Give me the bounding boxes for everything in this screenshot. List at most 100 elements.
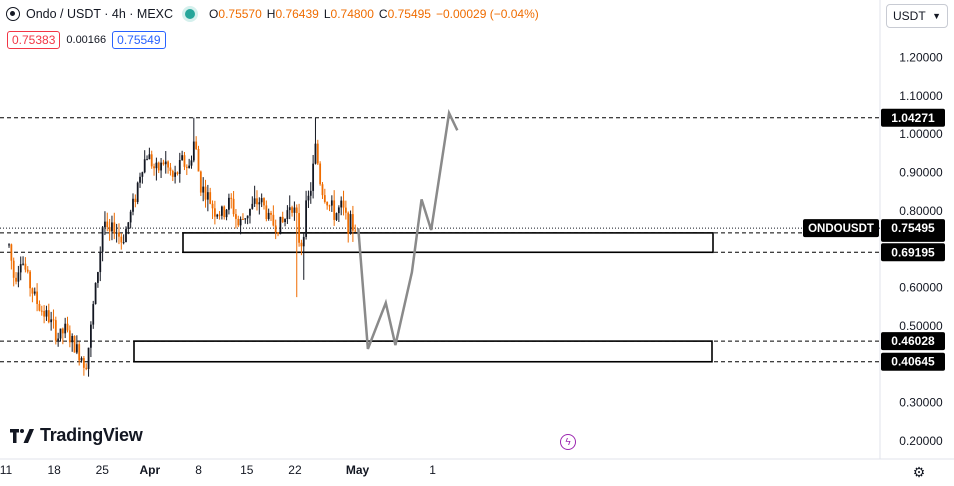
level-price-label: 0.46028 bbox=[891, 334, 935, 348]
candle-body bbox=[316, 143, 319, 164]
candle-body bbox=[136, 182, 139, 203]
candle-body bbox=[218, 214, 221, 216]
candle-body bbox=[89, 324, 92, 348]
projection-path[interactable] bbox=[357, 108, 459, 350]
candle-body bbox=[265, 205, 268, 220]
candle-body bbox=[171, 170, 174, 177]
candle-body bbox=[249, 208, 251, 216]
candle-body bbox=[232, 198, 235, 215]
candle-body bbox=[92, 304, 95, 325]
candle-body bbox=[75, 344, 78, 353]
candle-body bbox=[230, 197, 233, 199]
level-price-label-bg bbox=[881, 243, 945, 262]
candle-body bbox=[206, 192, 209, 200]
candle-body bbox=[277, 232, 279, 235]
candle-body bbox=[263, 198, 265, 206]
candle-body bbox=[94, 282, 97, 305]
buy-price-box[interactable]: 0.75549 bbox=[112, 31, 166, 49]
zone-rect[interactable] bbox=[133, 340, 713, 363]
candle-body bbox=[213, 208, 216, 217]
x-tick-label: 1 bbox=[429, 463, 436, 477]
candle-body bbox=[309, 190, 312, 196]
candle-body bbox=[209, 192, 212, 204]
candle-body bbox=[244, 218, 247, 220]
zone-rect[interactable] bbox=[182, 232, 714, 254]
chevron-down-icon: ▼ bbox=[932, 11, 941, 21]
candle-body bbox=[80, 358, 83, 361]
candle-body bbox=[256, 198, 258, 205]
symbol-tag: ONDOUSDT bbox=[808, 223, 874, 235]
candle-body bbox=[330, 200, 333, 206]
candle-body bbox=[347, 212, 350, 234]
candle-body bbox=[314, 143, 317, 164]
spread-value: 0.00166 bbox=[66, 34, 107, 46]
currency-select-value: USDT bbox=[893, 9, 926, 23]
candle-body bbox=[216, 214, 219, 217]
candle-body bbox=[349, 214, 352, 234]
candle-body bbox=[122, 242, 125, 244]
level-price-label: 1.04271 bbox=[891, 111, 935, 125]
candle-body bbox=[223, 206, 226, 218]
candle-body bbox=[326, 201, 329, 206]
candle-body bbox=[160, 162, 162, 171]
y-tick-label: 0.50000 bbox=[899, 319, 943, 333]
candle-body bbox=[199, 171, 202, 193]
candle-body bbox=[300, 242, 303, 247]
candle-body bbox=[295, 207, 298, 214]
candle-body bbox=[111, 222, 113, 232]
candle-body bbox=[174, 172, 177, 177]
candle-body bbox=[24, 263, 27, 270]
candle-body bbox=[57, 338, 60, 341]
sell-price-box[interactable]: 0.75383 bbox=[7, 31, 61, 49]
candle-body bbox=[195, 141, 198, 149]
y-tick-label: 0.80000 bbox=[899, 204, 943, 218]
gear-icon[interactable]: ⚙ bbox=[912, 463, 926, 480]
currency-select[interactable]: USDT ▼ bbox=[886, 4, 948, 28]
candle-body bbox=[26, 269, 29, 272]
level-price-label: 0.69195 bbox=[891, 245, 935, 259]
candle-body bbox=[344, 207, 347, 213]
candle-body bbox=[333, 200, 336, 220]
last-price-label-bg bbox=[881, 219, 945, 238]
y-tick-label: 1.00000 bbox=[899, 127, 943, 141]
candle-body bbox=[202, 186, 205, 193]
x-tick-label: Apr bbox=[139, 463, 160, 477]
candle-body bbox=[78, 344, 81, 361]
candle-body bbox=[59, 328, 62, 339]
candle-body bbox=[148, 154, 151, 160]
candle-body bbox=[73, 335, 76, 353]
candle-body bbox=[115, 232, 118, 234]
candle-body bbox=[143, 159, 146, 173]
x-tick-label: 11 bbox=[0, 463, 13, 477]
candle-body bbox=[153, 166, 155, 169]
candle-body bbox=[82, 358, 85, 368]
candles bbox=[8, 117, 357, 377]
candle-body bbox=[97, 272, 99, 283]
candle-body bbox=[8, 244, 10, 246]
candle-body bbox=[118, 232, 120, 237]
candle-body bbox=[291, 207, 293, 213]
candle-body bbox=[19, 264, 22, 273]
candle-body bbox=[298, 213, 300, 243]
candle-body bbox=[87, 347, 90, 369]
candle-body bbox=[307, 195, 310, 201]
candle-body bbox=[239, 218, 242, 226]
candle-body bbox=[134, 198, 137, 203]
candle-body bbox=[10, 244, 13, 261]
candle-body bbox=[342, 200, 345, 208]
symbol-title[interactable]: Ondo / USDT · 4h · MEXC bbox=[26, 7, 174, 21]
lightning-icon[interactable]: ϟ bbox=[560, 434, 576, 450]
candle-body bbox=[167, 161, 169, 168]
candle-body bbox=[351, 214, 354, 231]
candle-body bbox=[12, 260, 15, 278]
candle-body bbox=[22, 263, 24, 265]
ohlc-values: O0.75570 H0.76439 L0.74800 C0.75495 −0.0… bbox=[209, 7, 539, 21]
candle-body bbox=[253, 198, 256, 204]
candle-body bbox=[66, 323, 69, 331]
candle-body bbox=[328, 205, 331, 207]
candle-body bbox=[61, 328, 64, 334]
candle-body bbox=[104, 221, 106, 228]
candle-body bbox=[68, 330, 71, 343]
candle-body bbox=[305, 200, 308, 237]
